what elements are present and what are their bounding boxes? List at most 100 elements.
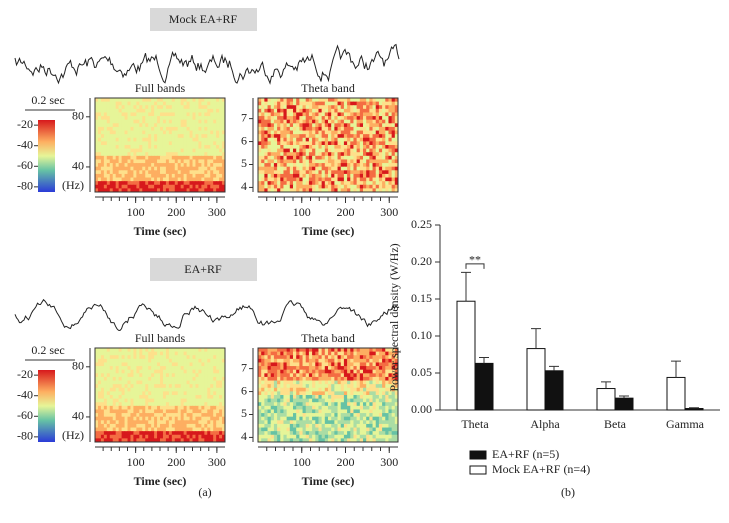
spectrogram-cell	[142, 366, 146, 371]
spectrogram-cell	[372, 362, 377, 367]
spectrogram-cell	[350, 395, 354, 400]
spectrogram-cell	[210, 119, 214, 124]
spectrogram-cell	[331, 108, 335, 113]
spectrogram-cell	[318, 170, 323, 175]
spectrogram-cell	[180, 126, 185, 132]
spectrogram-cell	[165, 173, 170, 179]
spectrogram-cell	[369, 373, 374, 378]
spectrogram-cell	[334, 373, 339, 378]
spectrogram-cell	[201, 369, 205, 374]
spectrogram-cell	[112, 101, 117, 106]
spectrogram-cell	[321, 391, 326, 396]
spectrogram-cell	[356, 123, 361, 128]
spectrogram-cell	[356, 98, 361, 103]
spectrogram-cell	[133, 112, 137, 117]
spectrogram-cell	[198, 358, 202, 363]
spectrogram-cell	[340, 159, 345, 164]
spectrogram-cell	[267, 108, 272, 113]
spectrogram-cell	[359, 112, 364, 117]
spectrogram-cell	[382, 369, 386, 374]
spectrogram-cell	[261, 105, 265, 110]
spectrogram-cell	[148, 387, 152, 392]
spectrogram-cell	[264, 130, 269, 135]
spectrogram-cell	[127, 184, 131, 189]
spectrogram-cell	[124, 108, 128, 113]
spectrogram-cell	[270, 166, 275, 171]
spectrogram-cell	[216, 376, 220, 382]
spectrogram-cell	[148, 134, 152, 139]
spectrogram-cell	[369, 116, 374, 121]
spectrogram-cell	[168, 391, 173, 396]
spectrogram-cell	[165, 387, 170, 392]
spectrogram-cell	[210, 431, 214, 436]
spectrogram-cell	[375, 413, 380, 418]
spectrogram-cell	[160, 141, 164, 146]
spectrogram-cell	[321, 170, 326, 175]
spectrogram-cell	[375, 155, 380, 160]
spectrogram-cell	[95, 380, 99, 385]
spectrogram-cell	[195, 188, 199, 193]
spectrogram-cell	[154, 351, 158, 356]
spectrogram-cell	[261, 438, 265, 443]
spectrogram-cell	[100, 395, 105, 400]
spectrogram-cell	[136, 134, 140, 139]
spectrogram-cell	[375, 387, 380, 392]
spectrogram-cell	[103, 413, 108, 418]
spectrogram-cell	[162, 166, 167, 171]
spectrogram-cell	[148, 159, 152, 164]
spectrogram-cell	[394, 170, 399, 175]
spectrogram-cell	[280, 373, 284, 378]
spectrogram-cell	[283, 398, 288, 403]
spectrogram-cell	[165, 108, 170, 113]
spectrogram-cell	[299, 416, 304, 421]
spectrogram-cell	[347, 181, 351, 186]
spectrogram-cell	[286, 101, 291, 106]
spectrogram-cell	[192, 101, 196, 106]
spectrogram-cell	[171, 188, 176, 193]
spectrogram-cell	[277, 373, 281, 378]
spectrogram-cell	[356, 116, 361, 121]
spectrogram-cell	[174, 423, 179, 429]
spectrogram-cell	[95, 116, 99, 121]
scale-bar-label: 0.2 sec	[31, 93, 64, 107]
spectrogram-cell	[183, 380, 188, 385]
spectrogram-cell	[353, 141, 358, 146]
spectrogram-cell	[97, 355, 102, 360]
spectrogram-cell	[343, 152, 348, 157]
spectrogram-cell	[340, 376, 345, 382]
spectrogram-cell	[305, 170, 310, 175]
spectrogram-cell	[293, 137, 297, 142]
spectrogram-cell	[183, 137, 188, 142]
spectrogram-cell	[350, 184, 354, 189]
spectrogram-cell	[157, 427, 161, 432]
spectrogram-cell	[157, 402, 161, 407]
spectrogram-cell	[318, 387, 323, 392]
spectrogram-cell	[139, 126, 143, 132]
spectrogram-cell	[213, 351, 217, 356]
spectrogram-cell	[334, 159, 339, 164]
spectrogram-cell	[321, 351, 326, 356]
spectrogram-cell	[118, 141, 123, 146]
spectrogram-cell	[109, 409, 114, 414]
spectrogram-cell	[337, 141, 342, 146]
spectrogram-cell	[130, 380, 134, 385]
spectrogram-cell	[270, 177, 275, 182]
spectrogram-cell	[145, 398, 149, 403]
spectrogram-cell	[103, 387, 108, 392]
spectrogram-cell	[340, 351, 345, 356]
spectrogram-cell	[198, 166, 202, 171]
spectrogram-cell	[97, 380, 102, 385]
spectrogram-cell	[331, 170, 335, 175]
spectrogram-cell	[372, 355, 377, 360]
spectrogram-cell	[286, 405, 291, 410]
spectrogram-cell	[100, 188, 105, 193]
spectrogram-cell	[219, 387, 223, 392]
spectrogram-cell	[145, 416, 149, 421]
spectrogram-cell	[280, 145, 284, 150]
spectrogram-cell	[198, 163, 202, 168]
spectrogram-cell	[273, 166, 278, 171]
spectrogram-cell	[133, 398, 137, 403]
spectrogram-cell	[207, 170, 211, 175]
spectrogram-cell	[353, 366, 358, 371]
spectrogram-cell	[264, 108, 269, 113]
